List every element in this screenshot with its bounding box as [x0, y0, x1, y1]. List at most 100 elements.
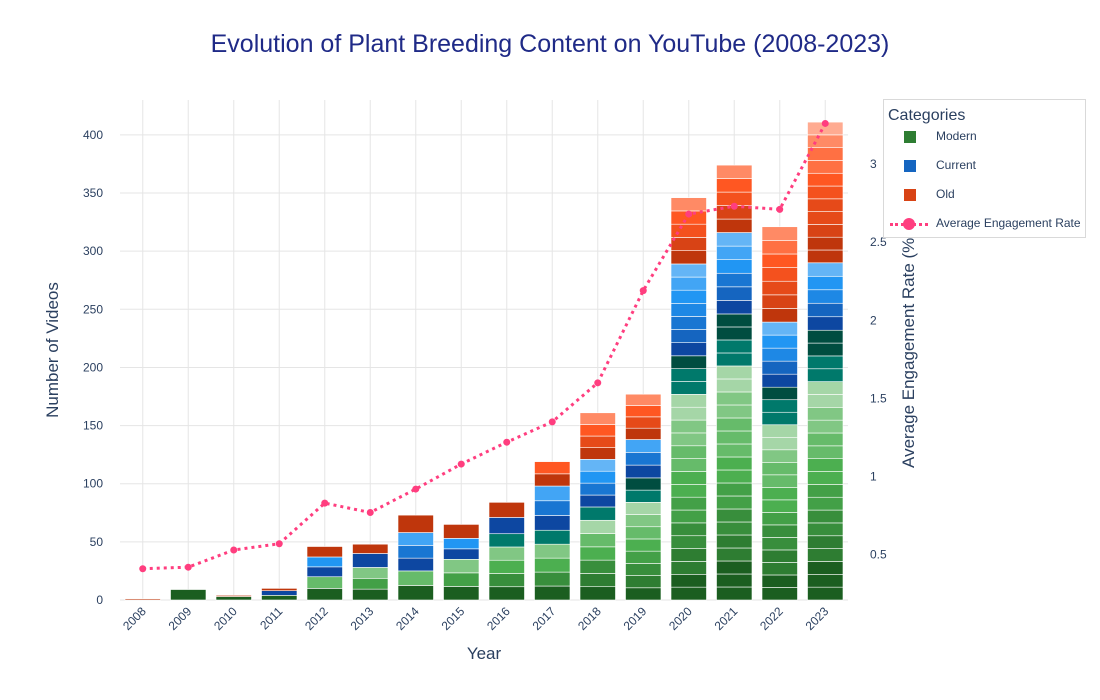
bar-segment-old[interactable] [670, 237, 707, 251]
bar-segment-modern[interactable] [625, 575, 662, 589]
bar-segment-modern[interactable] [625, 587, 662, 601]
bar-segment-modern[interactable] [670, 561, 707, 575]
bar-segment-modern[interactable] [761, 474, 798, 488]
bar-segment-modern[interactable] [761, 386, 798, 401]
bar-segment-modern[interactable] [716, 482, 753, 497]
bar-segment-modern[interactable] [625, 489, 662, 503]
bar-segment-modern[interactable] [670, 381, 707, 395]
bar-segment-current[interactable] [306, 556, 343, 568]
bar-segment-modern[interactable] [761, 424, 798, 438]
bar-segment-current[interactable] [670, 303, 707, 317]
bar-segment-modern[interactable] [716, 352, 753, 367]
bar-segment-current[interactable] [807, 302, 844, 318]
bar-segment-old[interactable] [625, 427, 662, 440]
legend-item-current[interactable]: Current [884, 157, 1084, 177]
bar-segment-modern[interactable] [761, 562, 798, 576]
bar-segment-modern[interactable] [716, 391, 753, 406]
bar-segment-old[interactable] [670, 250, 707, 265]
bar-segment-modern[interactable] [625, 538, 662, 552]
bar-segment-old[interactable] [807, 236, 844, 251]
bar-segment-current[interactable] [397, 532, 434, 546]
bar-segment-modern[interactable] [761, 449, 798, 463]
bar-segment-modern[interactable] [716, 508, 753, 523]
engagement-point[interactable] [275, 540, 283, 548]
bar-segment-modern[interactable] [534, 557, 571, 573]
bar-segment-current[interactable] [579, 482, 616, 496]
bar-segment-modern[interactable] [716, 547, 753, 562]
bar-segment-modern[interactable] [807, 329, 844, 344]
bar-segment-modern[interactable] [716, 495, 753, 510]
bar-segment-modern[interactable] [579, 519, 616, 534]
bar-segment-modern[interactable] [761, 411, 798, 426]
bar-segment-modern[interactable] [761, 436, 798, 451]
bar-segment-current[interactable] [534, 500, 571, 516]
bar-segment-old[interactable] [670, 223, 707, 238]
bar-segment-modern[interactable] [352, 567, 389, 579]
bar-segment-modern[interactable] [807, 432, 844, 447]
bar-segment-modern[interactable] [807, 368, 844, 382]
bar-segment-old[interactable] [716, 164, 753, 179]
bar-segment-old[interactable] [215, 595, 252, 597]
bar-segment-modern[interactable] [670, 522, 707, 537]
legend-item-old[interactable]: Old [884, 186, 1084, 206]
bar-segment-modern[interactable] [488, 586, 525, 601]
bar-segment-modern[interactable] [716, 417, 753, 432]
bar-segment-current[interactable] [807, 316, 844, 331]
bar-segment-old[interactable] [352, 543, 389, 554]
bar-segment-modern[interactable] [670, 471, 707, 485]
engagement-point[interactable] [548, 418, 556, 426]
bar-segment-current[interactable] [670, 263, 707, 278]
bar-segment-old[interactable] [579, 447, 616, 460]
bar-segment-modern[interactable] [579, 586, 616, 601]
bar-segment-current[interactable] [807, 289, 844, 304]
bar-segment-old[interactable] [761, 240, 798, 255]
bar-segment-modern[interactable] [716, 430, 753, 445]
bar-segment-current[interactable] [761, 373, 798, 388]
bar-segment-modern[interactable] [761, 462, 798, 476]
bar-segment-current[interactable] [716, 286, 753, 301]
bar-segment-current[interactable] [807, 262, 844, 277]
bar-segment-current[interactable] [670, 289, 707, 304]
bar-segment-modern[interactable] [579, 506, 616, 521]
bar-segment-modern[interactable] [352, 588, 389, 601]
bar-segment-modern[interactable] [579, 559, 616, 574]
bar-segment-modern[interactable] [534, 543, 571, 559]
bar-segment-current[interactable] [625, 464, 662, 479]
bar-segment-old[interactable] [579, 412, 616, 425]
bar-segment-modern[interactable] [670, 458, 707, 472]
bar-segment-old[interactable] [807, 172, 844, 187]
bar-segment-modern[interactable] [625, 563, 662, 576]
bar-segment-modern[interactable] [761, 512, 798, 526]
bar-segment-modern[interactable] [807, 355, 844, 370]
engagement-point[interactable] [685, 210, 693, 218]
bar-segment-modern[interactable] [579, 546, 616, 561]
bar-segment-modern[interactable] [261, 595, 298, 601]
bar-segment-modern[interactable] [352, 577, 389, 590]
bar-segment-modern[interactable] [670, 484, 707, 498]
bar-segment-current[interactable] [306, 566, 343, 578]
bar-segment-modern[interactable] [625, 514, 662, 528]
bar-segment-current[interactable] [579, 494, 616, 508]
bar-segment-modern[interactable] [488, 559, 525, 574]
bar-segment-old[interactable] [625, 416, 662, 429]
bar-segment-old[interactable] [397, 514, 434, 533]
engagement-point[interactable] [321, 499, 329, 507]
bar-segment-modern[interactable] [625, 550, 662, 564]
bar-segment-old[interactable] [443, 524, 480, 539]
bar-segment-old[interactable] [306, 546, 343, 558]
bar-segment-current[interactable] [625, 452, 662, 466]
bar-segment-modern[interactable] [306, 588, 343, 601]
bar-segment-old[interactable] [261, 588, 298, 591]
bar-segment-old[interactable] [534, 461, 571, 475]
bar-segment-modern[interactable] [625, 526, 662, 540]
bar-segment-modern[interactable] [716, 469, 753, 484]
bar-segment-current[interactable] [579, 459, 616, 472]
bar-segment-modern[interactable] [807, 509, 844, 524]
bar-segment-modern[interactable] [807, 407, 844, 421]
bar-segment-current[interactable] [716, 232, 753, 247]
bar-segment-modern[interactable] [807, 522, 844, 537]
bar-segment-old[interactable] [716, 178, 753, 193]
bar-segment-modern[interactable] [761, 587, 798, 601]
bar-segment-modern[interactable] [716, 443, 753, 458]
bar-segment-current[interactable] [716, 272, 753, 288]
